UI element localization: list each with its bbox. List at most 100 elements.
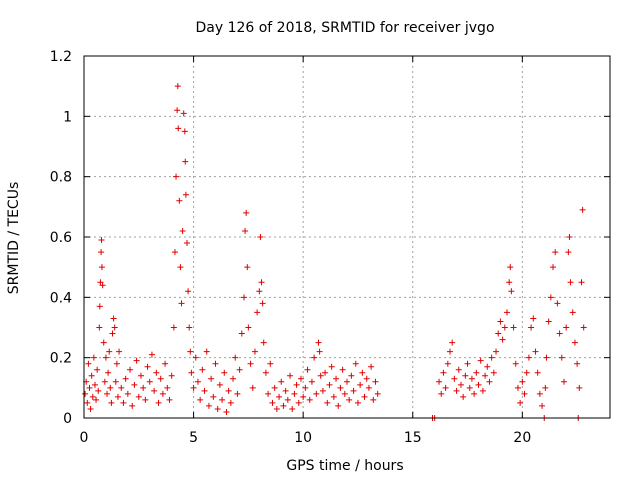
data-point [319,387,326,394]
data-point [142,396,149,403]
data-point [280,402,287,409]
data-point [352,360,359,367]
data-point [135,393,142,400]
data-point [545,318,552,325]
data-point [131,381,138,388]
data-point [278,378,285,385]
data-point [284,396,291,403]
data-point [118,384,125,391]
data-point [565,249,572,256]
data-point [124,390,131,397]
data-point [273,405,280,412]
data-point [304,366,311,373]
data-point [144,363,151,370]
data-point [357,381,364,388]
data-point [440,369,447,376]
y-tick-label: 0.8 [50,170,72,186]
data-point [370,396,377,403]
data-point [225,387,232,394]
data-point [84,399,91,406]
data-point [190,384,197,391]
data-point [466,384,473,391]
data-point [350,387,357,394]
data-point [216,381,223,388]
data-point [563,324,570,331]
data-point [457,381,464,388]
data-point [580,324,587,331]
data-point [499,336,506,343]
data-point [127,366,134,373]
data-point [333,375,340,382]
data-point [208,375,215,382]
data-point [85,360,92,367]
data-point [490,369,497,376]
data-point [236,366,243,373]
data-point [90,354,97,361]
data-point [244,264,251,271]
data-point [449,339,456,346]
x-tick-label: 0 [80,430,89,446]
data-point [170,324,177,331]
data-point [157,375,164,382]
data-point [578,279,585,286]
data-point [151,387,158,394]
chart-title: Day 126 of 2018, SRMTID for receiver jvg… [195,20,494,36]
data-points [82,83,587,421]
data-point [181,128,188,135]
data-point [372,378,379,385]
data-point [180,110,187,117]
data-point [137,372,144,379]
x-axis-label: GPS time / hours [286,458,403,474]
data-point [182,191,189,198]
data-point [534,369,541,376]
data-point [105,369,112,376]
data-point [507,264,514,271]
data-point [166,396,173,403]
data-point [98,237,105,244]
data-point [232,354,239,361]
data-point [543,354,550,361]
data-point [335,402,342,409]
data-point [109,330,116,337]
data-point [82,390,89,397]
data-point [295,399,302,406]
data-point [438,390,445,397]
y-tick-label: 0.2 [50,351,72,367]
data-point [179,227,186,234]
data-point [240,294,247,301]
data-point [547,294,554,301]
data-point [171,249,178,256]
data-point [184,240,191,247]
data-point [539,402,546,409]
data-point [576,384,583,391]
data-point [238,330,245,337]
data-point [560,378,567,385]
data-point [497,318,504,325]
data-point [168,372,175,379]
data-point [451,375,458,382]
data-point [259,300,266,307]
data-point [254,309,261,316]
data-point [98,264,105,271]
data-point [97,279,104,286]
data-point [267,360,274,367]
data-point [249,384,256,391]
data-point [133,357,140,364]
data-point [148,351,155,358]
data-point [175,125,182,132]
data-point [265,390,272,397]
data-point [251,348,258,355]
data-point [536,390,543,397]
data-point [201,387,208,394]
data-point [219,396,226,403]
data-point [256,288,263,295]
data-point [475,381,482,388]
data-point [455,366,462,373]
data-point [328,363,335,370]
y-tick-label: 0.4 [50,290,72,306]
data-point [140,384,147,391]
data-point [96,324,103,331]
data-point [361,393,368,400]
data-point [306,396,313,403]
data-point [311,354,318,361]
